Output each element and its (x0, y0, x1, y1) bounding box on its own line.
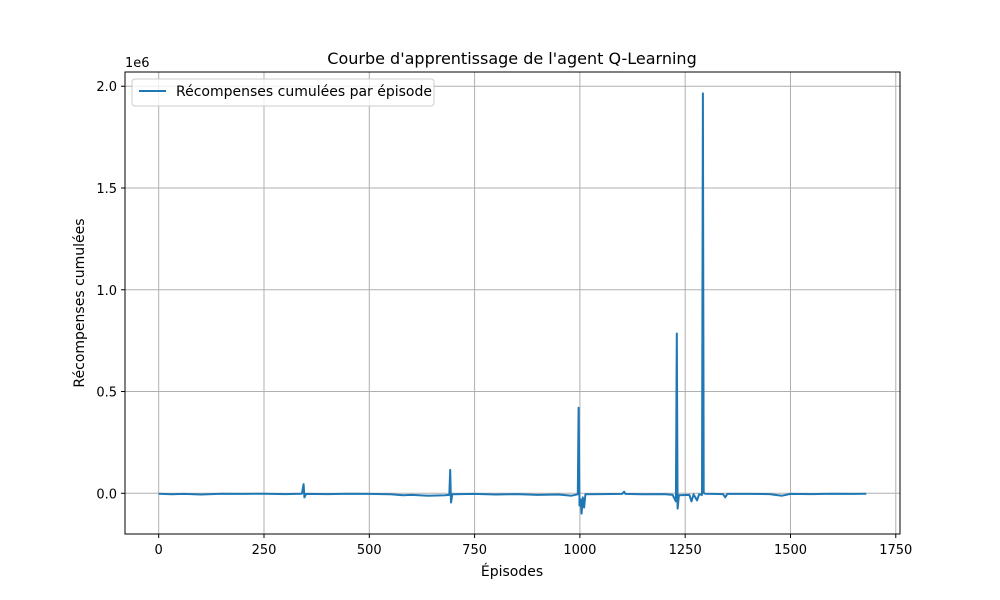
x-tick-label: 0 (155, 543, 163, 558)
x-tick-label: 250 (252, 543, 277, 558)
legend: Récompenses cumulées par épisode (131, 78, 435, 107)
y-tick-label: 1.0 (96, 284, 117, 299)
plot-frame (124, 71, 901, 535)
x-axis-title: Épisodes (481, 563, 543, 580)
x-tick-label: 1000 (563, 543, 596, 558)
y-tick-label: 1.5 (96, 182, 117, 197)
x-tick-label: 1250 (669, 543, 702, 558)
legend-label: Récompenses cumulées par épisode (176, 84, 432, 100)
y-tick-label: 0.0 (96, 487, 117, 502)
y-tick-label: 2.0 (96, 80, 117, 95)
axis-ticks: 0 250 500 750 1000 1250 1500 1750 0.0 0.5 1.0 1.5 2.… (96, 80, 912, 558)
y-scale-label: 1e6 (125, 56, 150, 71)
data-series (158, 92, 867, 515)
y-tick-label: 0.5 (96, 386, 117, 401)
x-tick-label: 500 (357, 543, 382, 558)
series-line (158, 92, 867, 515)
legend-box (131, 78, 435, 107)
y-axis-title: Récompenses cumulées (72, 218, 88, 387)
x-tick-label: 750 (462, 543, 487, 558)
chart-title: Courbe d'apprentissage de l'agent Q-Lear… (327, 49, 696, 68)
x-tick-label: 1750 (879, 543, 912, 558)
x-tick-label: 1500 (774, 543, 807, 558)
